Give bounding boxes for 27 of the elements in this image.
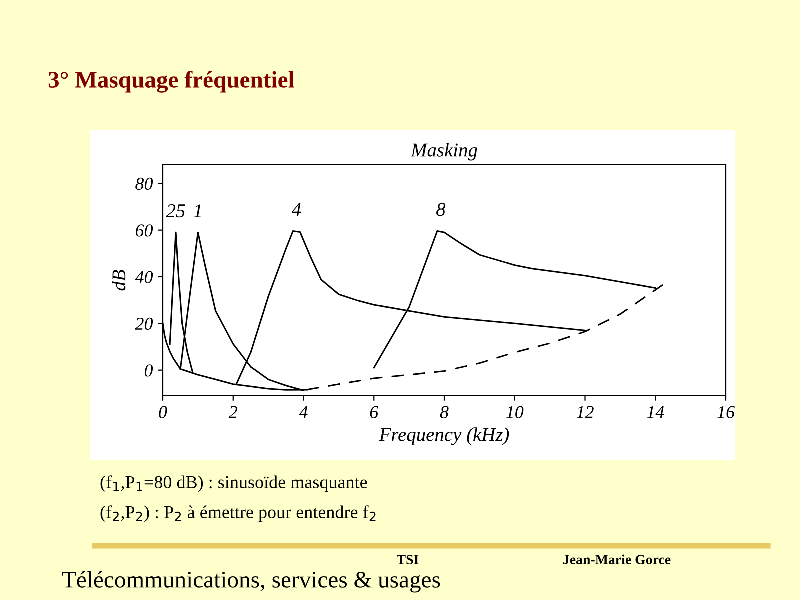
text: Télécommunications, services & usages	[62, 571, 440, 593]
x-tick-label: 0	[159, 406, 168, 418]
annotation: 4	[292, 203, 302, 216]
x-tick-label: 16	[718, 406, 735, 418]
x-tick-label: 2	[228, 406, 238, 418]
x-tick-label: 4	[299, 406, 308, 418]
chart-subtitle: Masking	[410, 143, 478, 161]
x-tick-label: 10	[506, 406, 524, 418]
annotation: 1	[194, 204, 201, 218]
annotation: 25	[166, 204, 186, 218]
x-tick-label: 6	[370, 406, 379, 418]
chart-title: 3° Masquage fréquentiel	[48, 71, 294, 93]
y-tick-label: 60	[136, 224, 154, 237]
text: (f$_{2}$,P$_{2}$) : P$_{2}$ à émettre pour entendre f$_{2}$	[100, 506, 376, 522]
y-tick-label: 20	[135, 318, 154, 330]
annotation: 8	[436, 203, 446, 216]
y-axis-title: dB	[112, 270, 126, 291]
y-tick-label: 40	[135, 271, 154, 284]
y-tick-label: 0	[144, 364, 154, 377]
text: (f$_{1}$,P$_{1}$=80 dB) : sinusoïde masquante	[100, 476, 368, 492]
y-tick-label: 80	[136, 178, 154, 190]
x-tick-label: 12	[576, 406, 594, 418]
text: Jean-Marie Gorce	[564, 554, 671, 564]
x-axis-title: Frequency (kHz)	[379, 428, 510, 446]
x-tick-label: 8	[440, 406, 449, 418]
text: TSI	[397, 555, 419, 564]
x-tick-label: 14	[647, 406, 664, 418]
